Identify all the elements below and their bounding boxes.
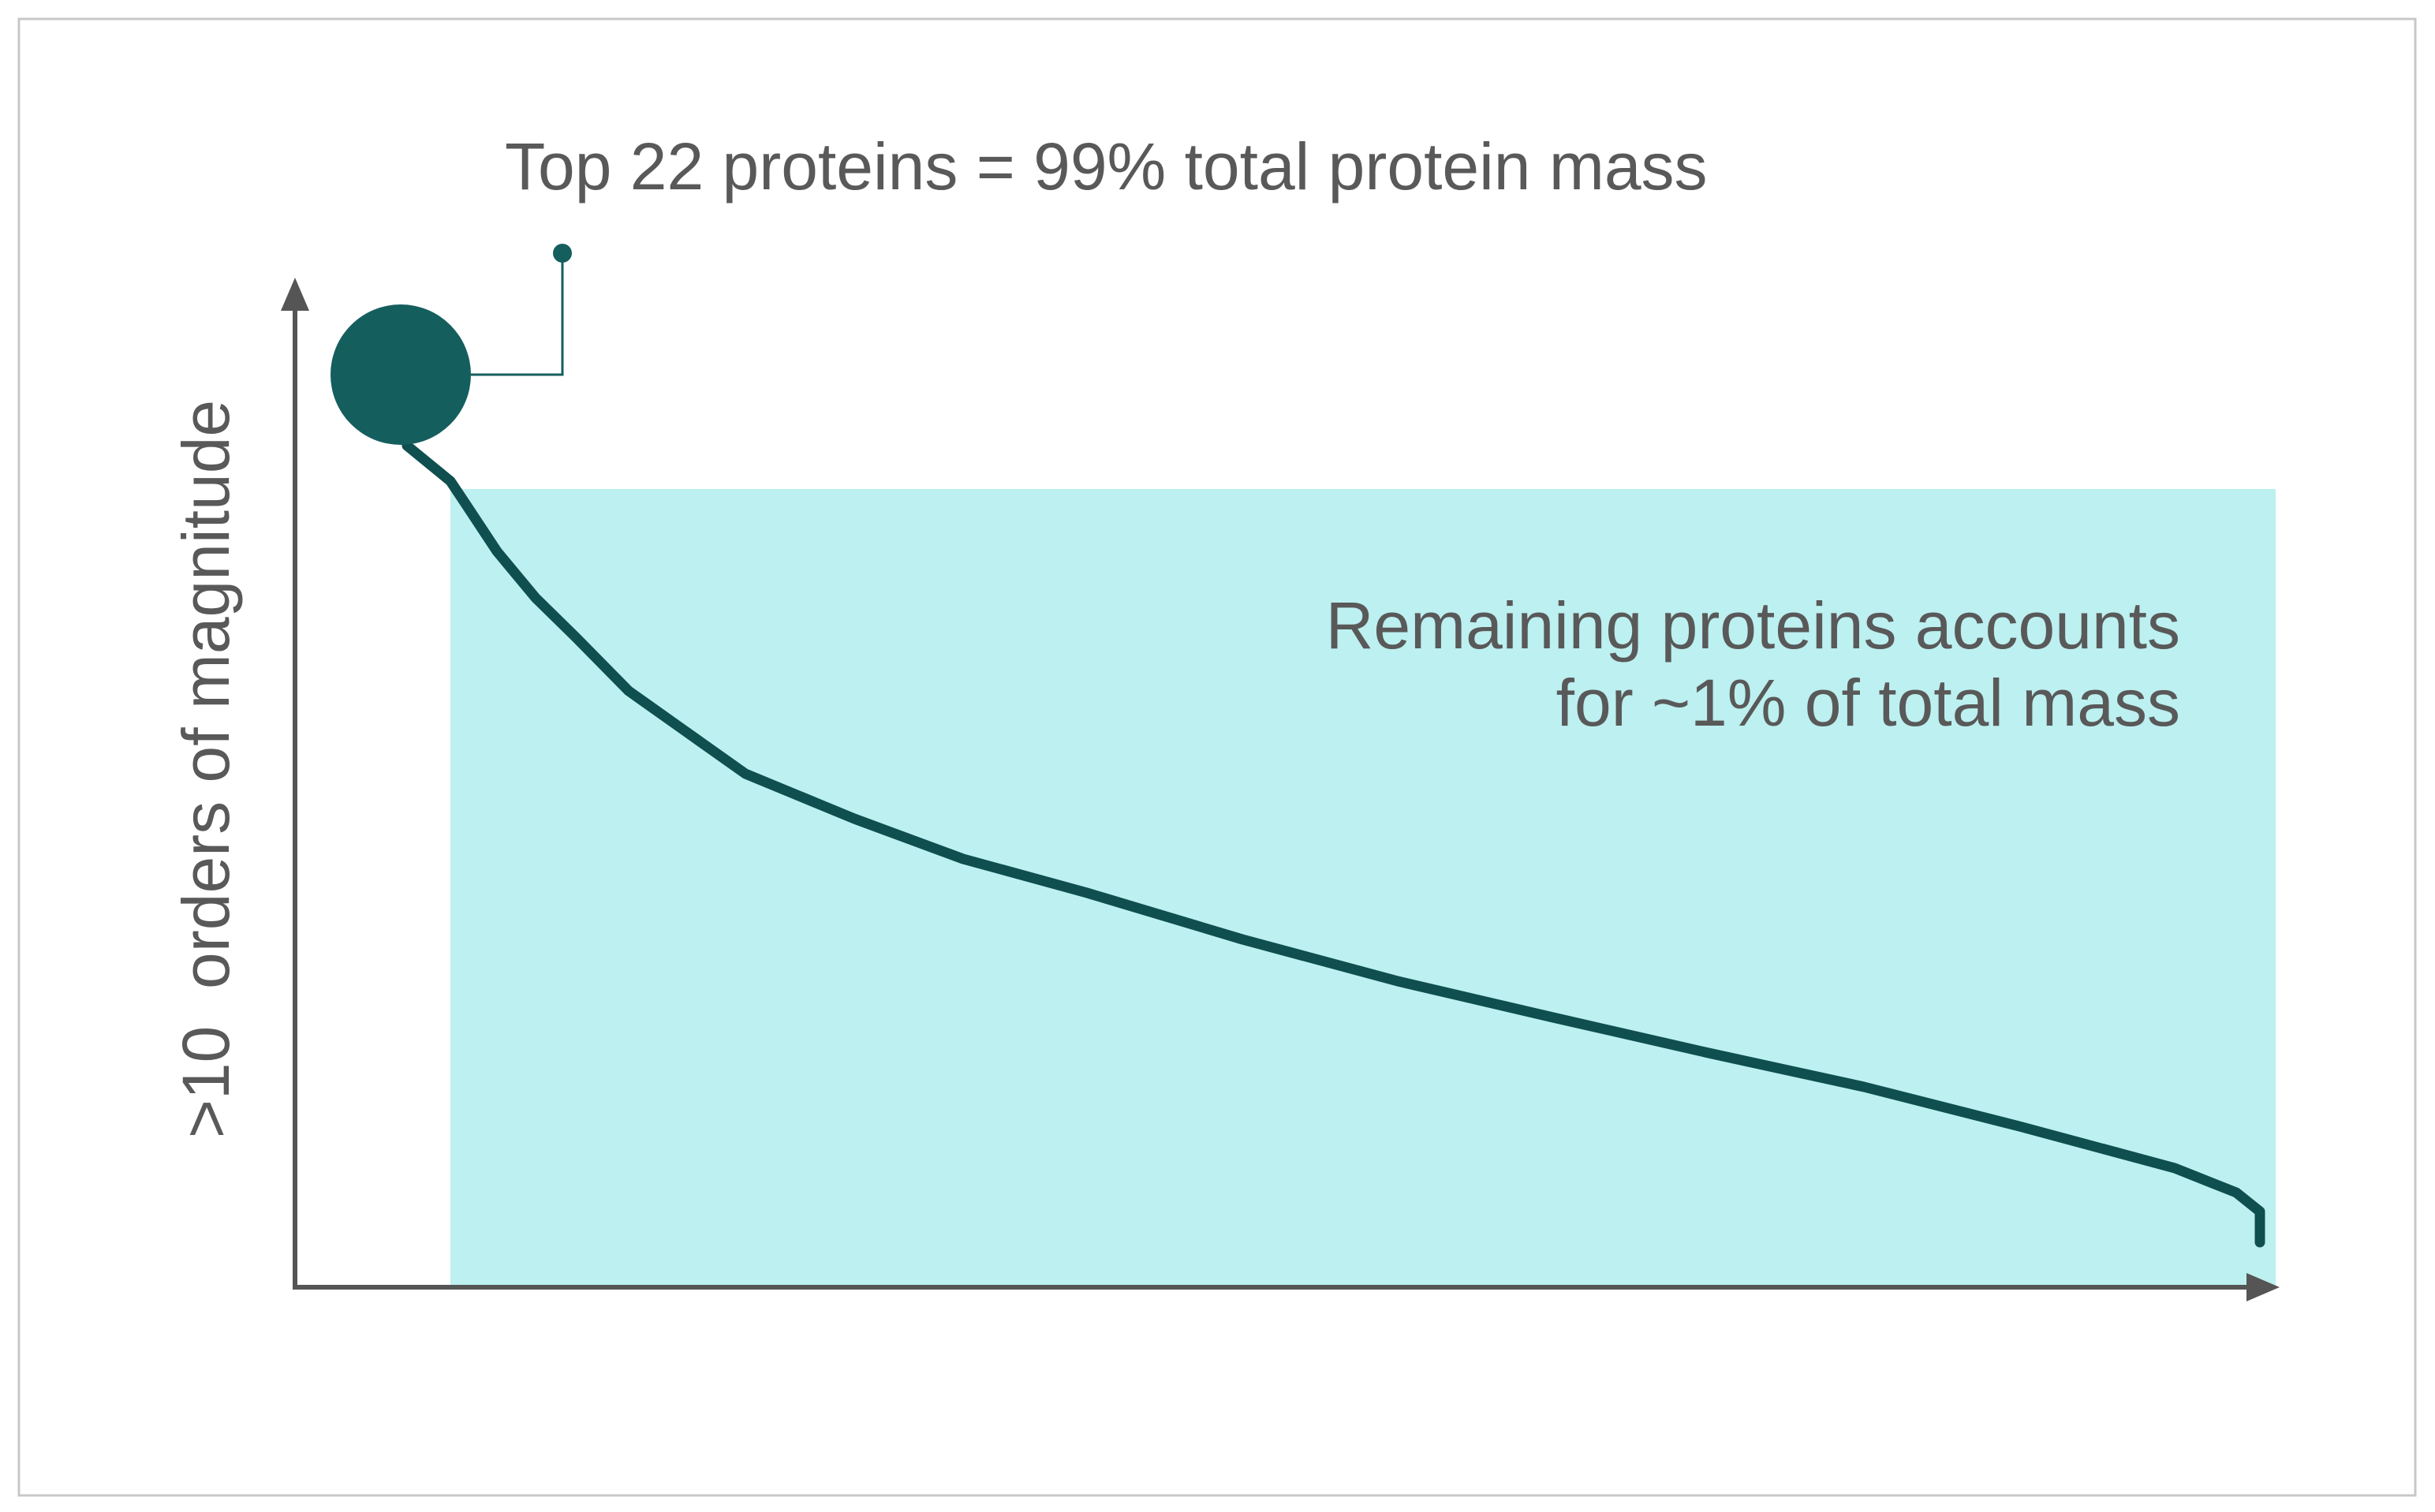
y-axis-arrow: [281, 278, 309, 311]
top-annotation: Top 22 proteins = 99% total protein mass: [505, 129, 1708, 203]
callout-line: [471, 253, 564, 376]
x-axis-arrow: [2246, 1273, 2280, 1301]
remaining-annotation-line: for ~1% of total mass: [1556, 666, 2180, 740]
abundance-curve: [401, 440, 2265, 1248]
y-axis-label: >10 orders of magnitude: [169, 400, 243, 1138]
top-proteins-circle: [331, 304, 471, 445]
remaining-region: [450, 489, 2276, 1287]
callout-dot: [553, 244, 572, 263]
remaining-annotation-line: Remaining proteins accounts: [1326, 588, 2180, 663]
